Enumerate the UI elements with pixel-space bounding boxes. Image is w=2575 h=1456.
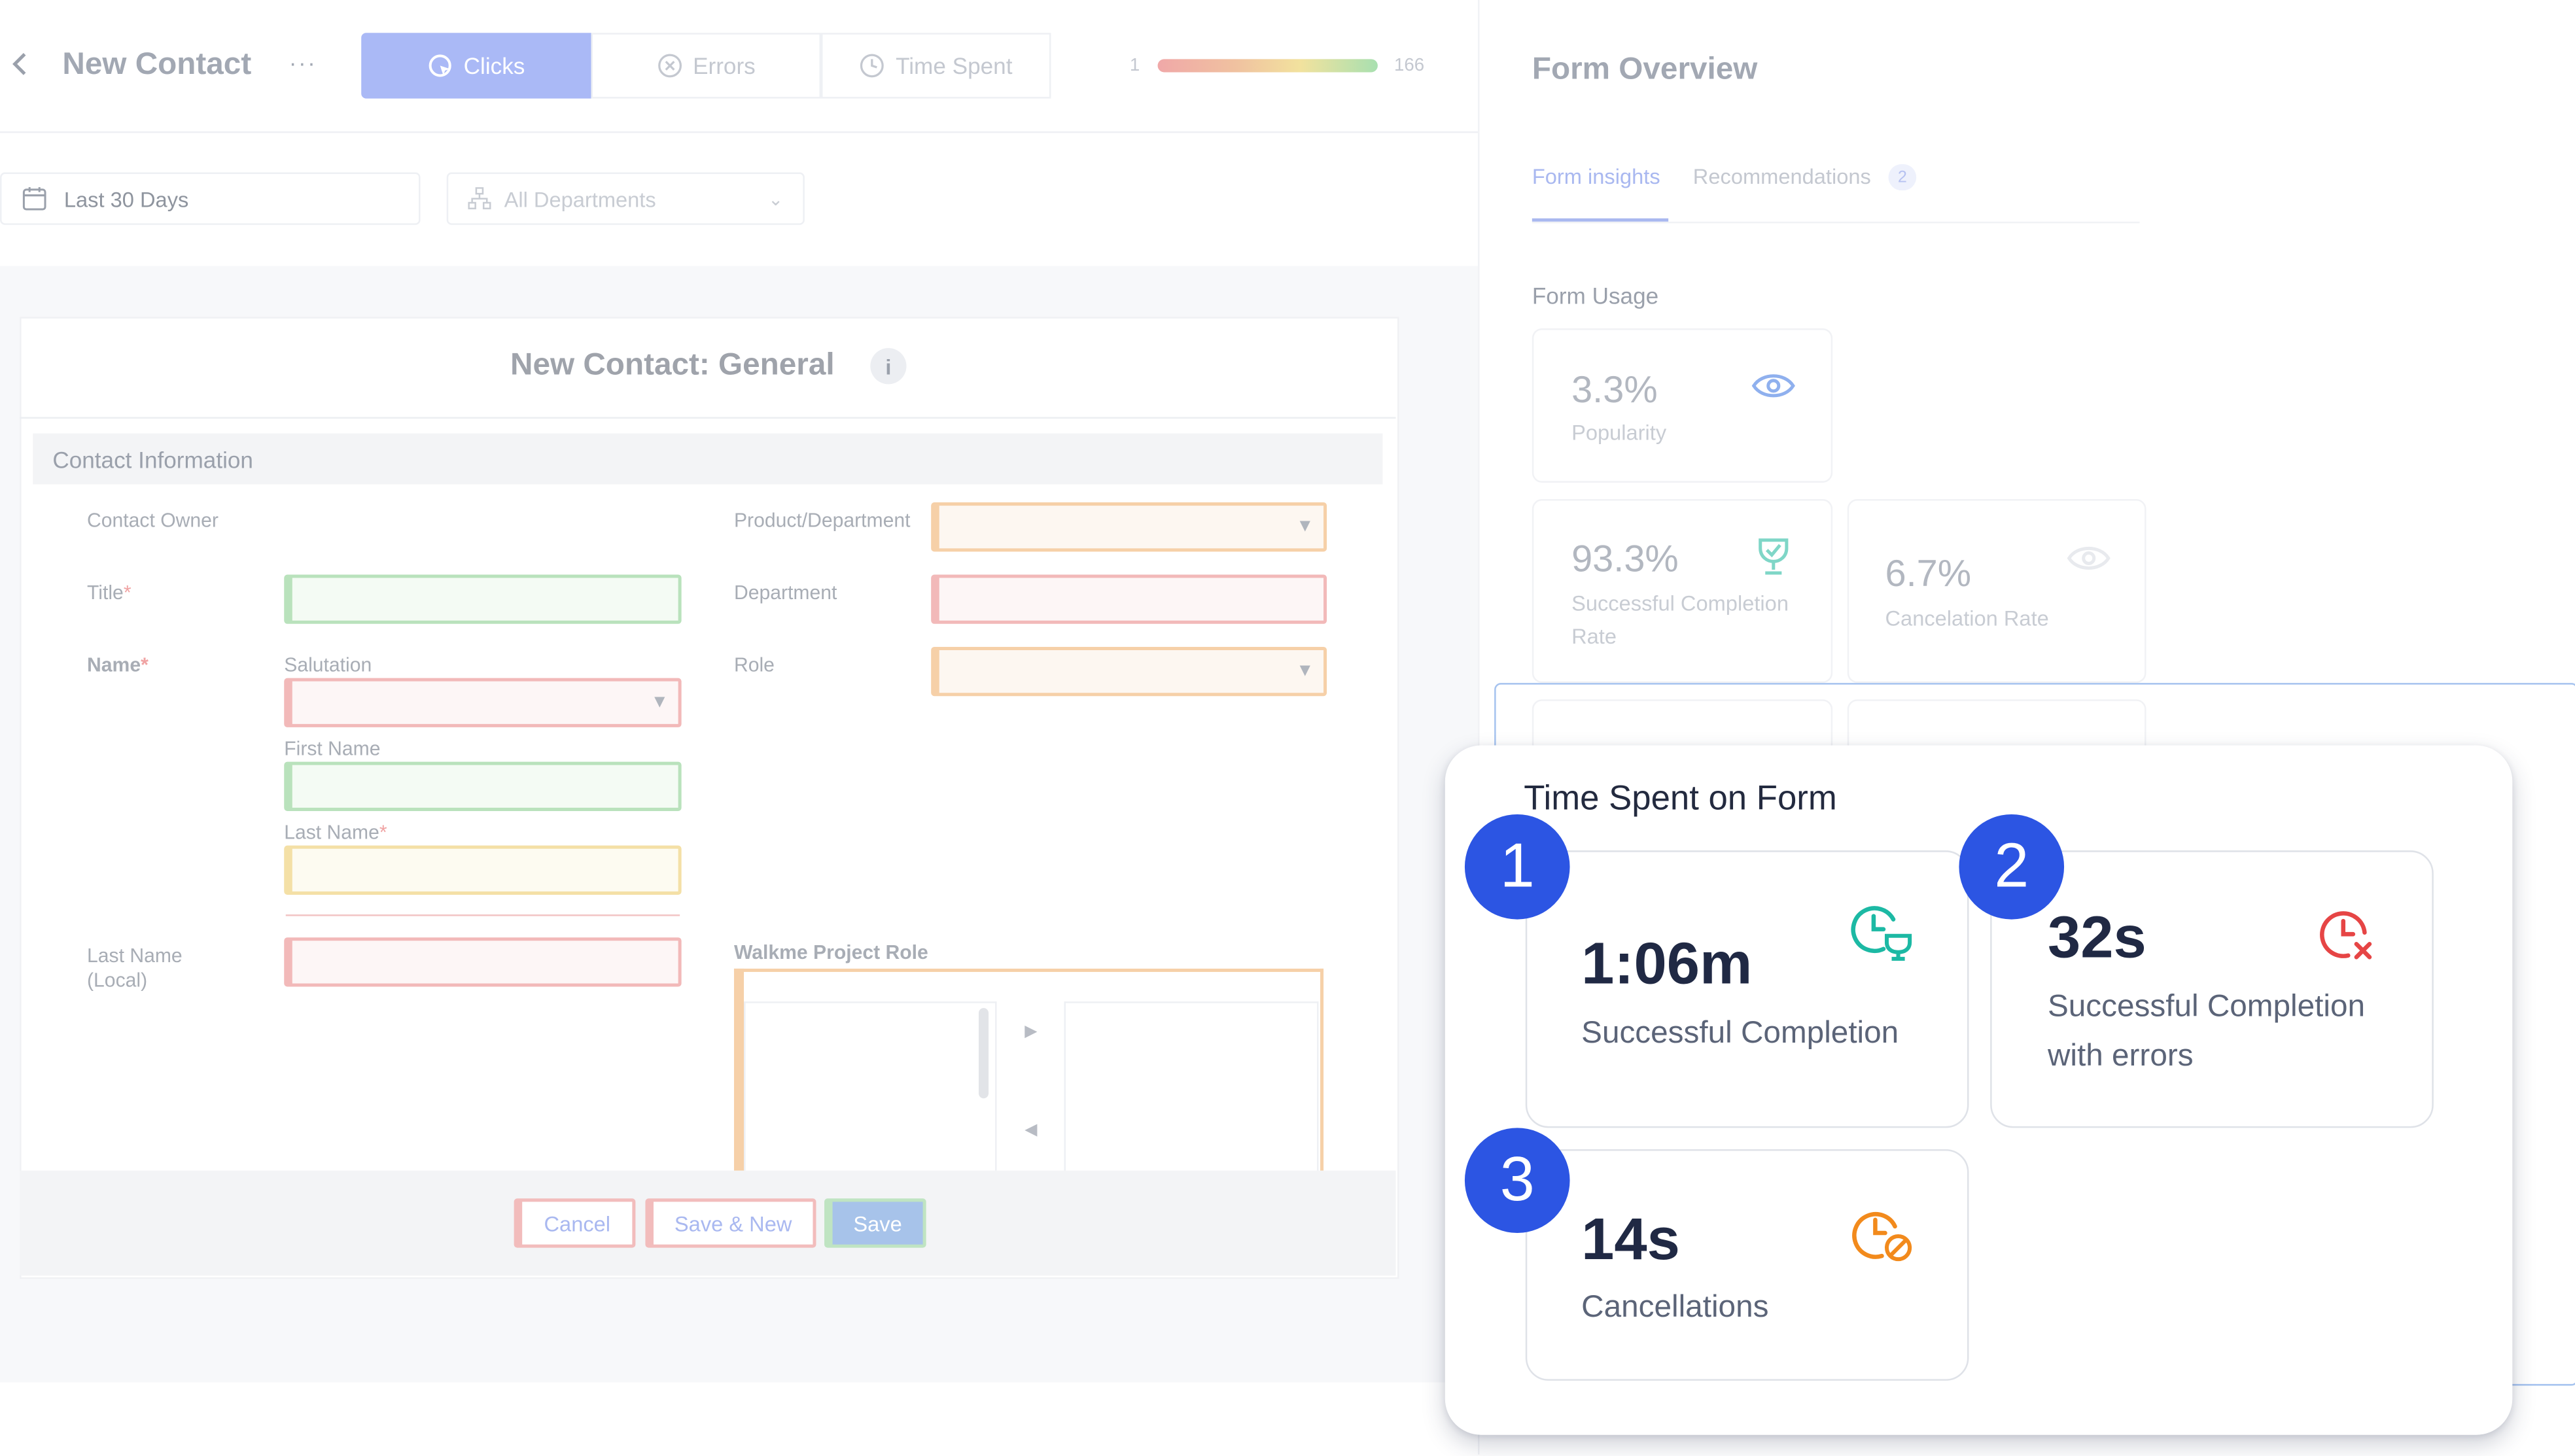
salutation-label: Salutation (284, 653, 372, 677)
date-range-label: Last 30 Days (63, 186, 189, 211)
more-options-button[interactable]: ··· (289, 49, 317, 76)
time-spent-title: Time Spent on Form (1524, 780, 1837, 818)
completion-rate-value: 93.3% (1571, 536, 1679, 580)
completion-rate-card (1532, 499, 1833, 684)
heatmap-min: 1 (1129, 56, 1140, 76)
step-badge-3: 3 (1464, 1128, 1570, 1234)
active-tab-indicator (1532, 218, 1669, 222)
step-badge-2: 2 (1959, 814, 2065, 920)
cancel-button[interactable]: Cancel (514, 1198, 636, 1248)
cancellations-value: 14s (1581, 1205, 1680, 1273)
cancelation-rate-label: Cancelation Rate (1885, 606, 2049, 631)
title-label: Title* (87, 581, 131, 604)
form-title: New Contact: General (510, 348, 835, 383)
scrollbar[interactable] (978, 1008, 989, 1099)
heatmap-scale-bar (1157, 59, 1378, 73)
last-name-label: Last Name* (284, 821, 387, 844)
cancelation-rate-value: 6.7% (1885, 551, 1972, 595)
last-name-local-field[interactable] (284, 937, 682, 987)
completion-with-errors-value: 32s (2047, 903, 2146, 971)
cursor-click-icon (429, 54, 452, 77)
walkme-project-role-label: Walkme Project Role (733, 941, 928, 964)
eye-icon (1751, 370, 1796, 411)
divider (20, 417, 1396, 419)
panel-divider (1478, 0, 1480, 1455)
eye-off-icon (2066, 542, 2112, 583)
org-chart-icon (468, 187, 491, 210)
tab-errors[interactable]: Errors (591, 33, 821, 99)
save-new-button[interactable]: Save & New (645, 1198, 816, 1248)
calendar-icon (22, 187, 46, 211)
first-name-label: First Name (284, 737, 381, 761)
page-title: New Contact (62, 47, 252, 82)
overview-title: Form Overview (1532, 52, 1758, 88)
tab-time-spent-label: Time Spent (896, 52, 1013, 79)
department-field[interactable] (931, 574, 1327, 624)
first-name-field[interactable] (284, 761, 682, 811)
info-icon[interactable]: i (870, 348, 907, 385)
date-range-filter[interactable]: Last 30 Days (0, 172, 421, 225)
popularity-value: 3.3% (1571, 368, 1658, 411)
product-department-label: Product/Department (733, 509, 911, 532)
move-left-arrow-icon[interactable]: ◀ (1025, 1121, 1038, 1139)
divider (1532, 221, 2140, 224)
popularity-card (1532, 328, 1833, 483)
clock-check-icon (1848, 903, 1916, 972)
contact-owner-label: Contact Owner (87, 509, 219, 532)
clock-icon (861, 54, 885, 78)
last-name-field[interactable] (284, 845, 682, 895)
form-usage-heading: Form Usage (1532, 282, 1659, 309)
view-tabs: Clicks Errors Time Spent (361, 33, 1051, 99)
back-chevron-icon[interactable] (10, 49, 29, 87)
department-label: Department (733, 581, 837, 604)
x-circle-icon (657, 54, 682, 78)
cancelation-rate-card (1847, 499, 2146, 684)
name-label: Name* (87, 653, 149, 677)
tab-errors-label: Errors (693, 52, 756, 79)
role-label: Role (733, 653, 775, 677)
completion-with-errors-label-line2: with errors (2047, 1039, 2194, 1074)
tab-form-insights[interactable]: Form insights (1532, 164, 1660, 189)
cancellations-label: Cancellations (1581, 1290, 1769, 1325)
tab-time-spent[interactable]: Time Spent (821, 33, 1051, 99)
selected-list[interactable] (1064, 1001, 1319, 1174)
tab-recommendations[interactable]: Recommendations (1692, 164, 1871, 189)
chevron-down-icon: ⌄ (768, 189, 784, 210)
completion-rate-label: Successful Completion Rate (1571, 591, 1789, 649)
save-button[interactable]: Save (824, 1198, 926, 1248)
clock-cancel-icon (1849, 1207, 1918, 1275)
step-badge-1: 1 (1464, 814, 1570, 920)
product-department-select[interactable] (931, 502, 1327, 552)
section-header: Contact Information (33, 433, 1383, 485)
completion-with-errors-label-line1: Successful Completion (2047, 990, 2366, 1025)
successful-completion-label: Successful Completion (1581, 1016, 1899, 1051)
departments-filter[interactable]: All Departments ⌄ (446, 172, 805, 225)
role-select[interactable] (931, 646, 1327, 697)
recommendations-count-badge: 2 (1888, 164, 1917, 191)
salutation-select[interactable] (284, 678, 682, 727)
move-right-arrow-icon[interactable]: ▶ (1025, 1022, 1038, 1041)
cancellations-card (1525, 1149, 1969, 1381)
trophy-icon (1754, 535, 1793, 586)
last-name-local-label: Last Name (Local) (87, 944, 183, 992)
clock-error-icon (2315, 907, 2384, 975)
tab-clicks[interactable]: Clicks (361, 33, 591, 99)
popularity-label: Popularity (1571, 420, 1667, 445)
completion-with-errors-card (1990, 850, 2434, 1128)
successful-completion-card (1525, 850, 1969, 1128)
available-list[interactable] (744, 1001, 997, 1174)
divider (285, 914, 680, 916)
heatmap-max: 166 (1393, 56, 1425, 76)
departments-label: All Departments (504, 186, 656, 211)
tab-clicks-label: Clicks (463, 52, 525, 79)
title-field[interactable] (284, 574, 682, 624)
successful-completion-value: 1:06m (1581, 929, 1753, 997)
